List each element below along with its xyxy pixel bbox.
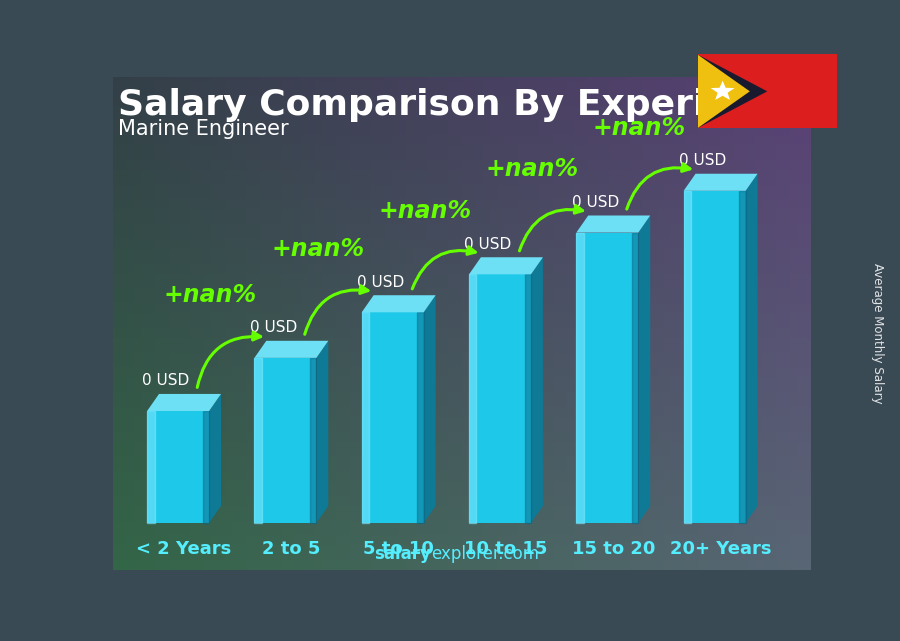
Text: 2 to 5: 2 to 5 bbox=[262, 540, 320, 558]
Text: 0 USD: 0 USD bbox=[572, 195, 619, 210]
Bar bbox=[255, 358, 317, 523]
Text: +nan%: +nan% bbox=[164, 283, 256, 306]
Text: 0 USD: 0 USD bbox=[142, 373, 190, 388]
Bar bbox=[147, 411, 209, 523]
Polygon shape bbox=[469, 274, 476, 523]
Polygon shape bbox=[317, 341, 328, 523]
Text: 0 USD: 0 USD bbox=[464, 237, 511, 251]
Polygon shape bbox=[424, 296, 436, 523]
Polygon shape bbox=[209, 394, 221, 523]
Polygon shape bbox=[310, 358, 317, 523]
Text: 0 USD: 0 USD bbox=[249, 320, 297, 335]
Polygon shape bbox=[525, 274, 531, 523]
Polygon shape bbox=[147, 394, 221, 411]
Polygon shape bbox=[418, 312, 424, 523]
Text: 0 USD: 0 USD bbox=[679, 153, 726, 168]
Polygon shape bbox=[362, 312, 369, 523]
Text: +nan%: +nan% bbox=[271, 237, 364, 261]
Text: salary: salary bbox=[374, 545, 431, 563]
Polygon shape bbox=[745, 174, 758, 523]
Polygon shape bbox=[531, 257, 543, 523]
Polygon shape bbox=[632, 233, 638, 523]
Text: Average Monthly Salary: Average Monthly Salary bbox=[871, 263, 884, 404]
Polygon shape bbox=[576, 233, 584, 523]
Polygon shape bbox=[147, 411, 155, 523]
Text: explorer.com: explorer.com bbox=[431, 545, 539, 563]
Polygon shape bbox=[684, 191, 691, 523]
Text: Marine Engineer: Marine Engineer bbox=[119, 119, 289, 138]
Text: +nan%: +nan% bbox=[378, 199, 472, 223]
Polygon shape bbox=[255, 358, 262, 523]
Polygon shape bbox=[255, 341, 328, 358]
Polygon shape bbox=[576, 215, 650, 233]
Bar bbox=[469, 274, 531, 523]
Text: < 2 Years: < 2 Years bbox=[137, 540, 231, 558]
Text: +nan%: +nan% bbox=[486, 157, 579, 181]
Text: 10 to 15: 10 to 15 bbox=[464, 540, 547, 558]
Text: +nan%: +nan% bbox=[593, 115, 686, 140]
Polygon shape bbox=[698, 54, 750, 128]
Polygon shape bbox=[362, 296, 436, 312]
Text: 0 USD: 0 USD bbox=[357, 274, 404, 290]
Polygon shape bbox=[711, 81, 734, 100]
Polygon shape bbox=[698, 54, 767, 128]
Polygon shape bbox=[469, 257, 543, 274]
Bar bbox=[362, 312, 424, 523]
Text: 15 to 20: 15 to 20 bbox=[572, 540, 655, 558]
Polygon shape bbox=[638, 215, 650, 523]
Text: 5 to 10: 5 to 10 bbox=[364, 540, 434, 558]
Bar bbox=[576, 233, 638, 523]
Polygon shape bbox=[684, 174, 758, 191]
Text: Salary Comparison By Experience: Salary Comparison By Experience bbox=[119, 88, 802, 122]
Text: 20+ Years: 20+ Years bbox=[670, 540, 771, 558]
Polygon shape bbox=[740, 191, 745, 523]
Bar bbox=[684, 191, 745, 523]
Polygon shape bbox=[202, 411, 209, 523]
